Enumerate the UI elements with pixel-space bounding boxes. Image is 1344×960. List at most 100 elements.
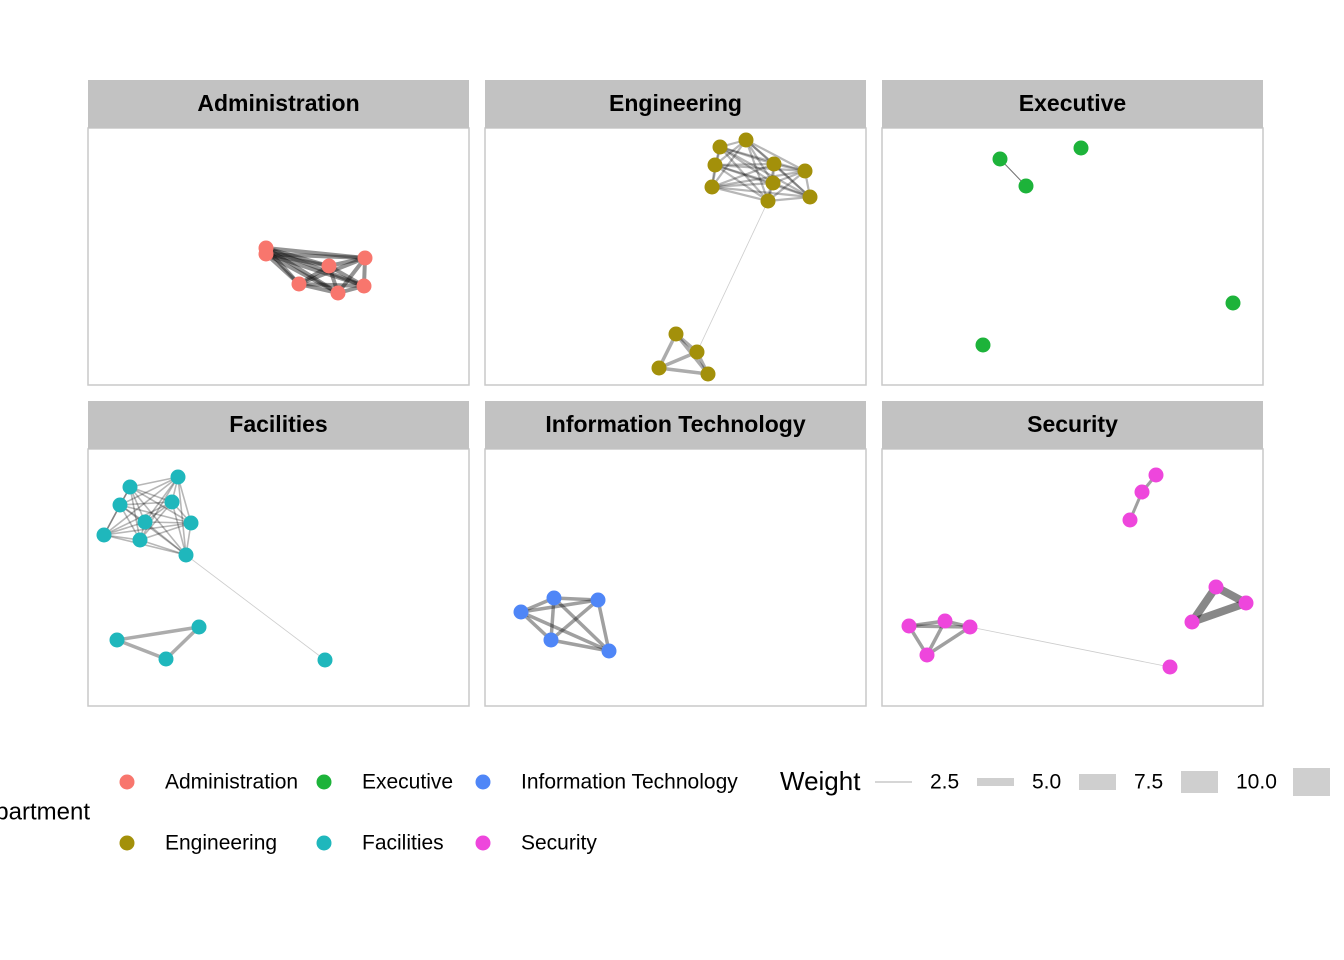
node [975,337,991,353]
node [668,326,684,342]
edge [264,252,366,288]
weight-label: 10.0 [1236,771,1277,794]
legend-key [475,774,491,790]
edge [772,162,812,199]
node [1184,614,1200,630]
node [546,590,562,606]
edge [696,200,769,353]
edge [713,162,776,167]
edge [144,521,192,524]
facet-panel: Engineering [484,80,867,386]
edge [710,138,748,189]
edge [264,246,367,260]
weight-key [1293,768,1330,796]
edge [129,486,141,541]
legend-key [119,835,135,851]
weight-label: 7.5 [1134,771,1163,794]
edge [264,252,367,260]
edge [713,163,807,173]
strip-title: Engineering [609,90,742,116]
edge [119,504,192,524]
panels: Administration Engineering Executive Facili… [87,80,1264,707]
node [712,139,728,155]
node [689,344,705,360]
node [109,632,125,648]
edge [718,145,812,199]
edge [264,246,331,268]
node [178,547,194,563]
node [700,366,716,382]
node [962,619,978,635]
node [122,479,138,495]
edge [264,246,366,288]
edge [139,476,179,541]
node [357,250,373,266]
edge [713,163,770,203]
panel-border [87,127,470,386]
node [170,469,186,485]
strip [485,401,866,449]
edge [144,521,187,556]
node [901,618,917,634]
strip-title: Information Technology [545,411,805,437]
legend-key [316,774,332,790]
edge [119,476,179,506]
strip-title: Security [1027,411,1118,437]
legend: Department Weight Administration Engineer… [0,766,1330,855]
edge [744,138,770,203]
edge [710,169,807,189]
weight-legend-title: Weight [780,766,861,796]
strip [882,80,1263,128]
edge [766,169,807,203]
edge [519,598,600,614]
edge [969,626,1171,668]
facet-panel: Executive [881,80,1264,386]
node [797,163,813,179]
node [164,494,180,510]
edge [596,598,611,653]
edge [718,145,776,166]
edge [718,145,775,185]
legend-title: Department [0,798,90,825]
node [321,258,337,274]
node [513,604,529,620]
edge [164,625,201,661]
edge [925,625,972,657]
node [132,532,148,548]
node [1162,659,1178,675]
node [704,179,720,195]
edge [744,138,775,185]
node [112,497,128,513]
edge [139,539,187,556]
node [766,156,782,172]
strip-title: Executive [1019,90,1126,116]
node [1225,295,1241,311]
node [356,278,372,294]
node [707,157,723,173]
node [765,175,781,191]
weight-key [875,781,912,783]
edge [718,145,770,203]
legend-key [119,774,135,790]
panel-border [484,448,867,707]
node [919,647,935,663]
node [291,276,307,292]
edge [129,486,192,524]
legend-label: Executive [362,771,453,794]
node [1208,579,1224,595]
strip-title: Administration [197,90,359,116]
node [543,632,559,648]
strip [88,401,469,449]
legend-key [316,835,332,851]
edge [129,476,179,488]
edge [718,145,807,173]
edge [185,554,326,661]
node [96,527,112,543]
edge [549,638,611,653]
panel-border [881,127,1264,386]
weight-label: 2.5 [930,771,959,794]
node [183,515,199,531]
legend-label: Security [521,832,597,855]
legend-label: Facilities [362,832,444,855]
edge [177,476,192,524]
